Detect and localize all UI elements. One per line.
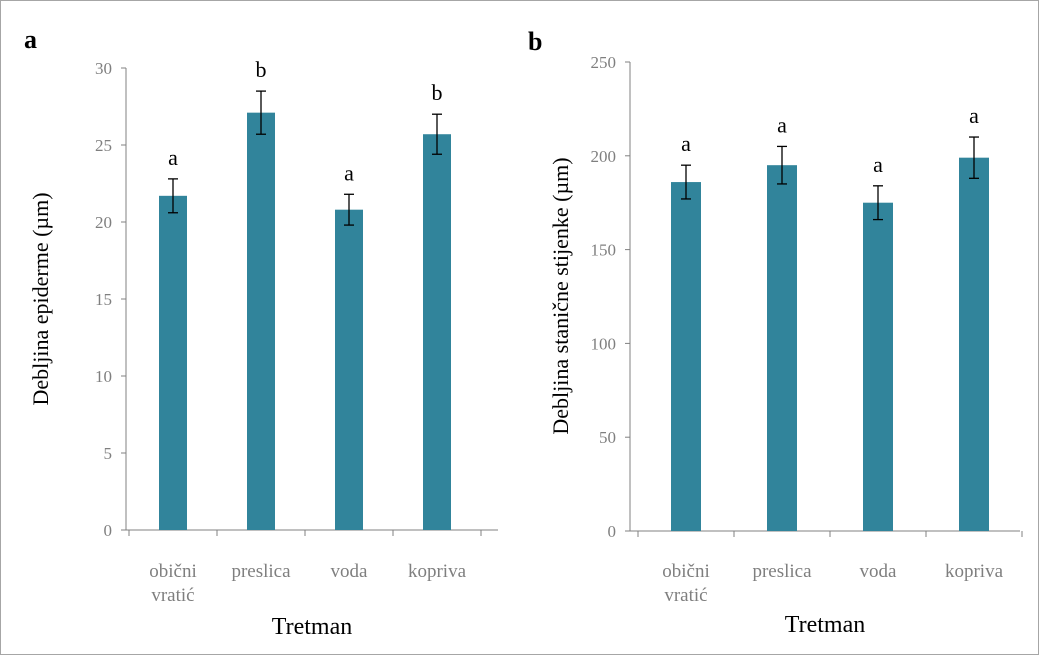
panel-b-y-tick-label: 100: [591, 334, 617, 353]
panel-a-significance-label: b: [432, 80, 443, 105]
panel-b-label: b: [528, 27, 542, 56]
panel-a-y-tick-label: 5: [104, 444, 113, 463]
panel-b-category-label: preslica: [752, 561, 812, 582]
panel-b-y-tick-label: 0: [608, 522, 617, 541]
panel-a-y-axis-title: Debljina epiderme (µm): [28, 192, 53, 405]
panel-b-y-tick-label: 200: [591, 147, 617, 166]
panel-a-category-label: kopriva: [408, 561, 467, 582]
panel-a-y-tick-label: 10: [95, 367, 112, 386]
panel-b-y-tick-label: 50: [599, 428, 616, 447]
panel-a-category-label: vratić: [151, 585, 194, 606]
panel-b-category-label: vratić: [664, 585, 707, 606]
panel-b-category-label: kopriva: [945, 561, 1004, 582]
panel-a-y-tick-label: 30: [95, 59, 112, 78]
panel-a-bar: [335, 209, 363, 530]
panel-b-y-tick-label: 150: [591, 241, 617, 260]
panel-b-bar: [671, 182, 701, 531]
panel-a-y-tick-label: 0: [104, 521, 113, 540]
panel-a-significance-label: a: [168, 145, 178, 170]
panel-a-bar: [423, 134, 451, 530]
panel-b-bar: [767, 165, 797, 531]
panel-a-label: a: [24, 25, 37, 54]
panel-b-significance-label: a: [969, 103, 979, 128]
panel-b-significance-label: a: [873, 152, 883, 177]
panel-a-x-axis-title: Tretman: [272, 614, 352, 640]
panel-a-y-tick-label: 20: [95, 213, 112, 232]
panel-a-significance-label: b: [256, 57, 267, 82]
panel-a-category-label: voda: [331, 561, 369, 582]
panel-b-significance-label: a: [681, 131, 691, 156]
panel-a-y-tick-label: 25: [95, 136, 112, 155]
panel-b-category-label: obični: [662, 561, 710, 582]
panel-b-bar: [863, 202, 893, 531]
panel-a-significance-label: a: [344, 160, 354, 185]
panel-a-category-label: obični: [149, 561, 197, 582]
panel-b-y-axis-title: Debljina stanične stijenke (µm): [548, 157, 573, 434]
panel-b-x-axis-title: Tretman: [785, 612, 865, 638]
panel-b-significance-label: a: [777, 112, 787, 137]
panel-a-category-label: preslica: [231, 561, 291, 582]
panel-a-bar: [247, 112, 275, 530]
panel-b-bar: [959, 157, 989, 531]
panel-a-bar: [159, 195, 187, 530]
panel-b-category-label: voda: [860, 561, 898, 582]
panel-b-y-tick-label: 250: [591, 53, 617, 72]
panel-a-y-tick-label: 15: [95, 290, 112, 309]
